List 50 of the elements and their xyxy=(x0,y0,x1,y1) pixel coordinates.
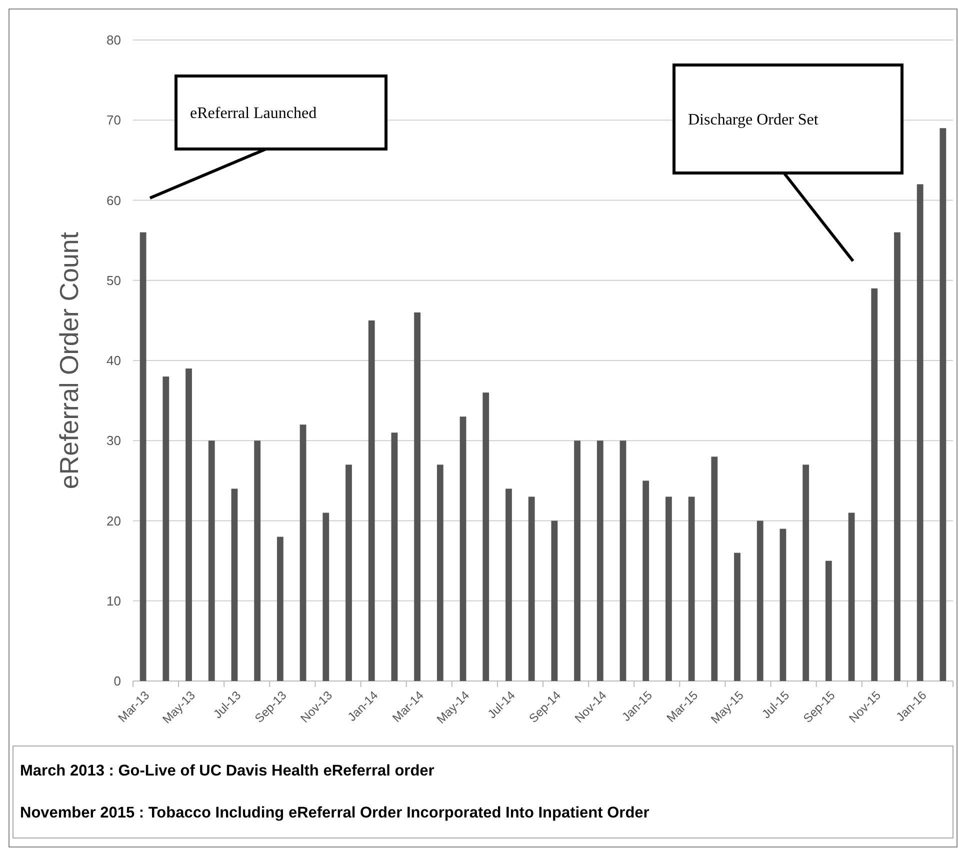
bar xyxy=(894,232,900,681)
bar xyxy=(596,440,604,681)
annotation: Discharge Order Set xyxy=(688,112,819,129)
bar xyxy=(551,520,558,681)
bar xyxy=(916,184,924,681)
bar xyxy=(871,288,878,681)
y-tick-label: 0 xyxy=(114,674,121,689)
bar xyxy=(231,488,238,681)
bar xyxy=(825,560,832,681)
bar xyxy=(620,440,626,681)
y-tick-label: 60 xyxy=(106,192,121,208)
text: November 2015 : Tobacco Including eReferral Order Incorporated Into Inpatient Order xyxy=(20,804,650,822)
bar xyxy=(574,440,580,681)
bar xyxy=(642,480,650,681)
annotation: eReferral Launched xyxy=(190,105,317,122)
bar xyxy=(414,312,421,681)
bar xyxy=(734,552,740,681)
y-tick-label: 10 xyxy=(106,593,121,608)
bar xyxy=(688,496,695,681)
bar xyxy=(482,392,490,681)
bar xyxy=(506,488,512,681)
bar xyxy=(208,440,215,681)
bar xyxy=(528,496,535,681)
bar xyxy=(940,128,946,681)
bar xyxy=(140,232,146,681)
y-axis-title: eReferral Order Count xyxy=(54,231,84,490)
bar xyxy=(436,464,444,681)
bar xyxy=(460,416,466,681)
y-tick-label: 70 xyxy=(106,112,121,128)
bar xyxy=(391,432,398,681)
bar xyxy=(186,368,192,681)
text: March 2013 : Go-Live of UC Davis Health eReferral order xyxy=(20,762,434,780)
bar xyxy=(756,520,764,681)
bar xyxy=(254,440,261,681)
bar xyxy=(276,536,284,681)
bar xyxy=(802,464,810,681)
bar xyxy=(368,320,375,681)
bar xyxy=(300,424,306,681)
bar xyxy=(346,464,352,681)
y-tick-label: 20 xyxy=(106,513,121,528)
y-tick-label: 50 xyxy=(106,272,121,288)
bar xyxy=(848,512,855,681)
y-tick-label: 30 xyxy=(106,433,121,448)
y-tick-label: 40 xyxy=(106,353,121,368)
bar xyxy=(665,496,672,681)
bar xyxy=(162,376,170,681)
bar xyxy=(711,456,718,681)
bar xyxy=(322,512,330,681)
y-tick-label: 80 xyxy=(106,32,121,48)
bar xyxy=(780,528,786,681)
